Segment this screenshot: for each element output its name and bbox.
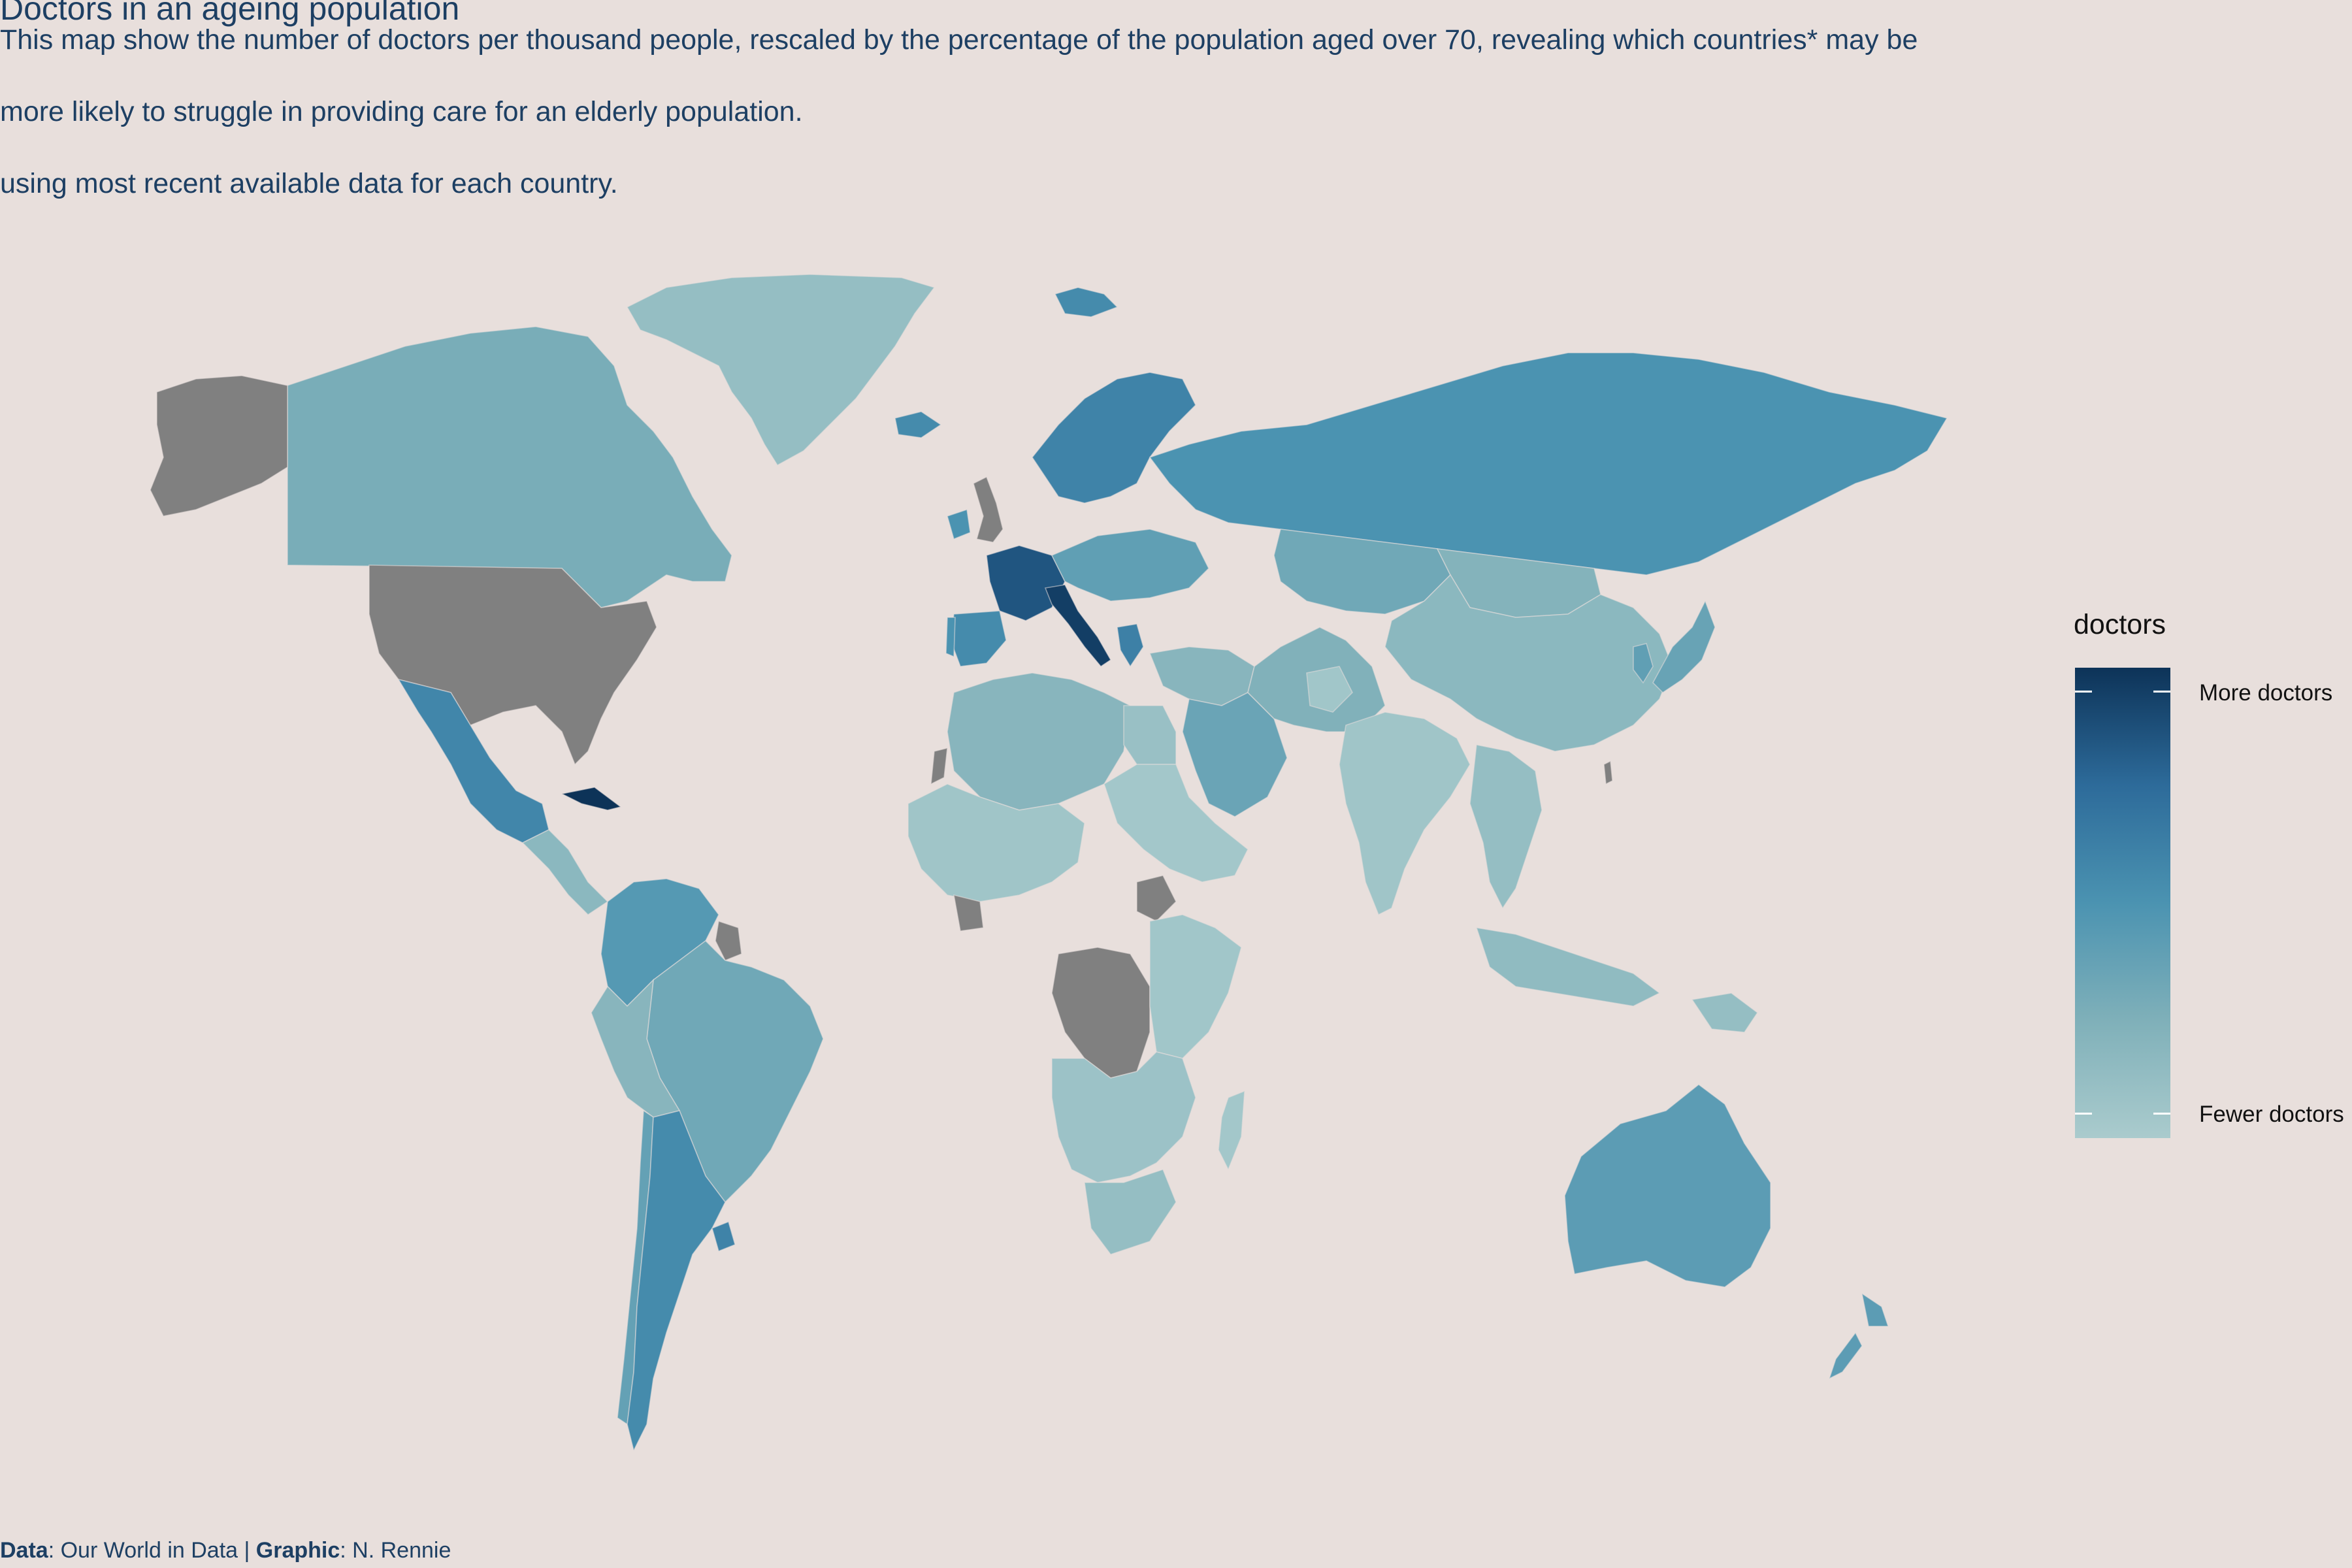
country-japan	[1652, 600, 1716, 694]
country-australia	[1564, 1083, 1771, 1288]
caption-graphic-label: Graphic	[255, 1538, 340, 1563]
legend-label-more: More doctors	[2199, 680, 2333, 706]
country-west-africa	[907, 783, 1085, 902]
country-italy	[1044, 584, 1112, 668]
caption-data-label: Data	[0, 1538, 48, 1563]
country-ireland	[947, 508, 971, 540]
subtitle-line-1: This map show the number of doctors per …	[0, 24, 1918, 56]
country-scandinavia	[1032, 372, 1196, 504]
country-new-zealand	[1828, 1292, 1889, 1380]
country-cote-d-ivoire	[953, 894, 984, 932]
country-papua-new-guinea	[1691, 992, 1759, 1033]
country-alaska-united-states-	[150, 375, 288, 517]
country-guyana-suriname-region	[715, 920, 742, 962]
country-south-sudan	[1136, 875, 1177, 922]
country-united-kingdom	[973, 476, 1004, 543]
country-uruguay	[711, 1220, 736, 1252]
country-south-africa	[1084, 1169, 1177, 1255]
legend-tick-low-right	[2153, 1113, 2170, 1115]
country-spain	[950, 610, 1007, 667]
country-india	[1339, 711, 1471, 916]
caption-data-value: : Our World in Data |	[48, 1538, 256, 1563]
country-afghanistan	[1306, 666, 1353, 713]
country-cuba	[560, 787, 622, 811]
legend-color-bar	[2075, 668, 2170, 1138]
caption-graphic-value: : N. Rennie	[340, 1538, 451, 1563]
country-north-africa	[947, 672, 1131, 811]
country-greece	[1117, 623, 1144, 668]
country-portugal	[945, 617, 956, 658]
subtitle-line-3: using most recent available data for eac…	[0, 168, 618, 199]
country-kazakhstan	[1273, 529, 1451, 615]
country-france	[986, 545, 1066, 621]
country-taiwan	[1603, 760, 1613, 785]
country-china	[1384, 574, 1673, 752]
country-central-america	[521, 829, 609, 916]
country-southeast-asia	[1469, 744, 1543, 909]
country-iceland	[894, 411, 942, 438]
country-east-africa	[1149, 914, 1242, 1059]
country-russia	[1149, 352, 1948, 576]
country-egypt	[1123, 705, 1177, 765]
legend-tick-low-left	[2075, 1113, 2092, 1115]
legend-tick-high-left	[2075, 691, 2092, 693]
country-southern-africa	[1051, 1051, 1196, 1183]
country-canada	[287, 326, 732, 608]
country-argentina	[627, 1110, 726, 1452]
country-saudi-arabia	[1182, 692, 1288, 817]
legend-tick-high-right	[2153, 691, 2170, 693]
country-madagascar	[1218, 1090, 1245, 1171]
legend-title: doctors	[2074, 609, 2166, 640]
country-shapes	[150, 274, 1948, 1452]
country-svalbard	[1054, 287, 1119, 318]
country-western-sahara	[930, 747, 948, 785]
country-indonesia	[1475, 926, 1661, 1007]
country-sudan-horn-of-africa	[1103, 764, 1249, 883]
subtitle-line-2: more likely to struggle in providing car…	[0, 96, 803, 127]
caption: Data: Our World in Data | Graphic: N. Re…	[0, 1539, 451, 1561]
map-title: Doctors in an ageing population	[0, 0, 460, 27]
country-korea	[1633, 643, 1654, 684]
country-greenland	[626, 274, 936, 466]
country-central-europe	[1051, 529, 1209, 602]
legend-label-fewer: Fewer doctors	[2199, 1102, 2344, 1127]
